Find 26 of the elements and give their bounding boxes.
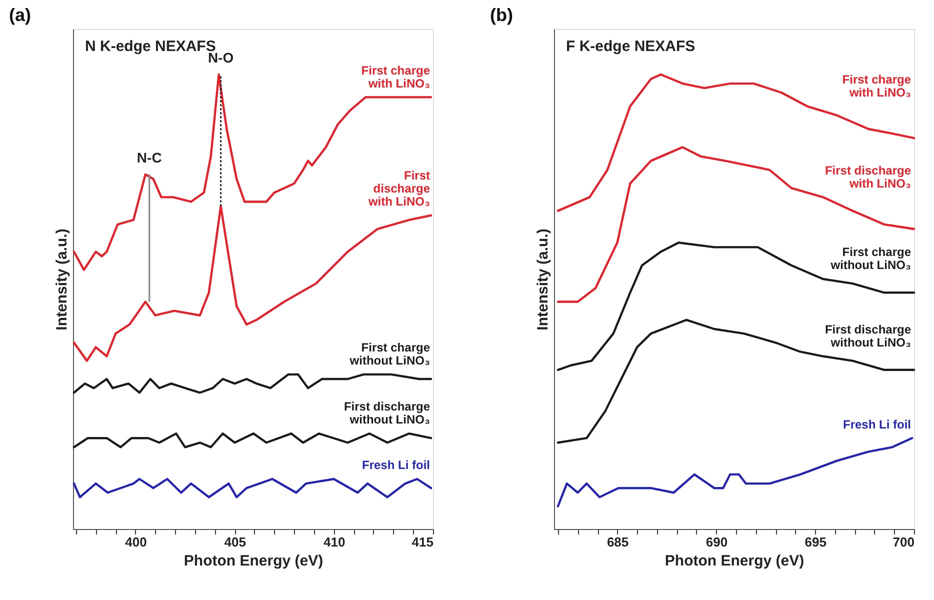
x-axis-title: Photon Energy (eV)	[184, 552, 324, 570]
series-label: First discharge with LiNO₃	[367, 168, 430, 209]
text: (a)	[9, 5, 32, 25]
series-label: First discharge without LiNO₃	[344, 400, 430, 427]
series-label: First charge without LiNO₃	[348, 340, 430, 368]
x-axis-title: Photon Energy (eV)	[664, 552, 804, 570]
series-label: First charge with LiNO₃	[842, 72, 912, 100]
series-label: Fresh Li foil	[362, 458, 430, 472]
x-tick-label: 405	[224, 534, 246, 550]
text: (b)	[490, 5, 513, 25]
chart-title: F K-edge NEXAFS	[566, 38, 696, 55]
series-label: First charge without LiNO₃	[830, 245, 912, 272]
x-tick-label: 400	[125, 534, 147, 550]
y-axis-title: Intensity (a.u.)	[534, 228, 552, 330]
x-tick-label: 695	[804, 534, 826, 550]
x-tick-label: 415	[412, 534, 434, 550]
series-label: First discharge without LiNO₃	[824, 322, 912, 350]
series-label: Fresh Li foil	[842, 417, 911, 432]
series-label: First charge with LiNO₃	[361, 63, 430, 90]
x-tick-label: 700	[892, 534, 914, 550]
y-axis-title: Intensity (a.u.)	[54, 228, 70, 330]
x-tick-label: 410	[323, 534, 346, 550]
series-label: First discharge with LiNO₃	[824, 163, 912, 190]
x-tick-label: 685	[606, 534, 629, 550]
x-tick-label: 690	[706, 534, 728, 550]
ref-line-label: N-C	[136, 149, 162, 166]
